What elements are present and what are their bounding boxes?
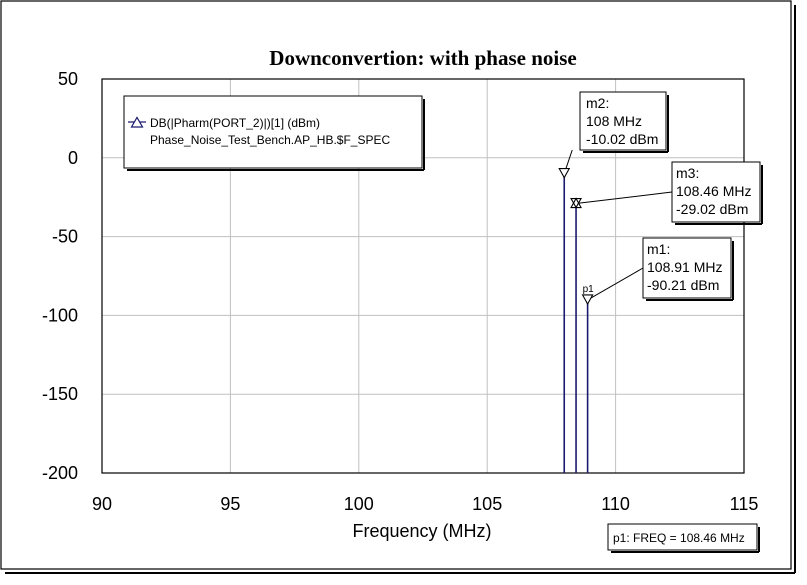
legend-series-name: DB(|Pharm(PORT_2)|)[1] (dBm) — [150, 116, 320, 130]
legend: DB(|Pharm(PORT_2)|)[1] (dBm) Phase_Noise… — [123, 95, 425, 171]
marker-box — [642, 237, 732, 299]
chart-title: Downconvertion: with phase noise — [269, 46, 576, 70]
marker-name: m3: — [676, 165, 699, 181]
y-tick-label: -150 — [42, 384, 78, 404]
marker-box — [671, 161, 761, 223]
y-tick-label: -50 — [52, 227, 78, 247]
y-tick-label: -100 — [42, 305, 78, 325]
y-tick-label: 50 — [58, 69, 78, 89]
point-label: p1 — [583, 284, 595, 295]
marker-name: m2: — [586, 95, 609, 111]
marker-freq: 108.46 MHz — [676, 183, 751, 199]
marker-value: -90.21 dBm — [647, 277, 719, 293]
marker-triangle-icon — [558, 168, 571, 179]
x-tick-labels: 90 95 100 105 110 115 — [92, 494, 758, 514]
series-stems — [563, 173, 589, 473]
x-tick-label: 90 — [92, 494, 112, 514]
marker-name: m1: — [647, 241, 670, 257]
marker-triangle-icon — [581, 294, 594, 306]
x-tick-label: 105 — [472, 494, 502, 514]
x-tick-label: 110 — [601, 494, 630, 514]
legend-series-sub: Phase_Noise_Test_Bench.AP_HB.$F_SPEC — [150, 133, 390, 147]
marker-freq: 108.91 MHz — [647, 259, 722, 275]
marker-freq: 108 MHz — [586, 113, 642, 129]
cursor-readout-box — [607, 523, 758, 551]
marker-leader-line — [587, 267, 644, 301]
plot-area — [101, 78, 745, 474]
point-triangle-icon — [570, 197, 582, 209]
y-tick-label: -200 — [42, 463, 78, 483]
cursor-readout: p1: FREQ = 108.46 MHz — [607, 523, 760, 553]
legend-triangle-icon — [130, 116, 144, 128]
grid — [102, 79, 744, 473]
marker-value: -29.02 dBm — [676, 201, 748, 217]
markers: m2: 108 MHz -10.02 dBm m3: 108.46 MHz -29.02 … — [558, 91, 763, 306]
legend-box — [123, 95, 423, 169]
y-tick-label: 0 — [68, 148, 78, 168]
marker-box — [579, 91, 667, 151]
x-tick-label: 95 — [220, 494, 240, 514]
marker-leader-line — [575, 191, 673, 205]
x-tick-label: 100 — [344, 494, 374, 514]
x-axis-label: Frequency (MHz) — [352, 521, 491, 541]
x-tick-label: 115 — [730, 494, 759, 514]
cursor-readout-text: p1: FREQ = 108.46 MHz — [613, 531, 745, 545]
y-tick-labels: 50 0 -50 -100 -150 -200 — [42, 69, 78, 483]
marker-value: -10.02 dBm — [586, 131, 658, 147]
